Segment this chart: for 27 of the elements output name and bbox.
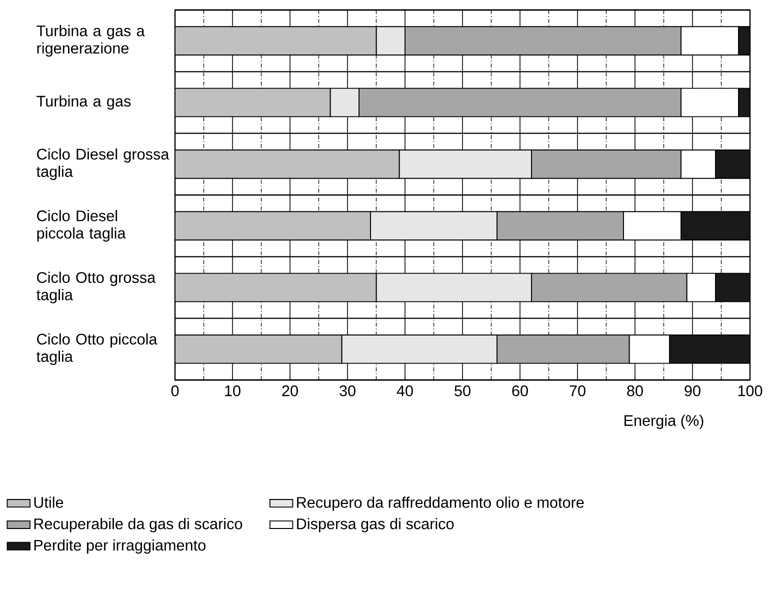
bar [680,211,750,240]
y-tick-label: Ciclo Diesel piccola taglia [37,210,126,242]
legend-label: Recuperabile da gas di scarico [34,518,242,532]
legend-label: Perdite per irraggiamento [34,539,206,554]
x-tick-label: 30 [340,385,356,396]
y-tick-label: Ciclo Otto piccola taglia [36,333,158,365]
x-tick-label: 40 [396,385,413,396]
x-tick-label: 50 [454,385,470,396]
y-tick-label: Turbina a gas [36,95,131,110]
x-tick-label: 10 [225,385,240,396]
bar [715,272,750,302]
bar [669,334,750,364]
x-tick-label: 0 [171,385,179,396]
bar [715,150,750,179]
x-tick-label: 20 [282,385,298,396]
y-tick-label: Ciclo Otto grossa taglia [36,272,156,304]
x-tick-label: 100 [738,385,762,396]
legend-label: Dispersa gas di scarico [297,518,454,532]
y-tick-label: Turbina a gas a rigenerazione [36,25,145,57]
x-tick-label: 60 [512,385,528,396]
legend-label: Utile [34,496,64,508]
x-tick-label: 70 [570,385,586,396]
legend-label: Recupero da raffreddamento olio e motore [297,496,584,511]
x-axis-title: Energia (%) [624,414,704,429]
x-tick-label: 80 [627,385,643,396]
y-tick-label: Ciclo Diesel grossa taglia [36,148,170,180]
x-tick-label: 90 [684,385,700,396]
